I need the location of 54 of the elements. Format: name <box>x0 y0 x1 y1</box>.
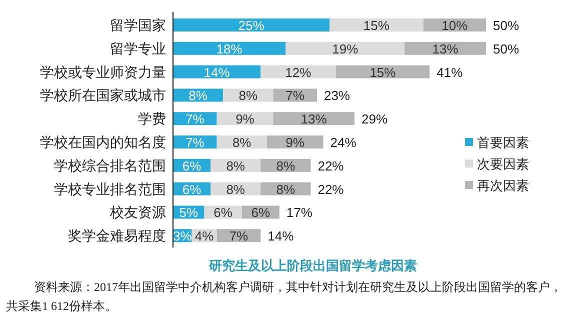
y-tick-label: 留学国家 <box>110 17 166 33</box>
y-tick-label: 留学专业 <box>110 40 166 56</box>
total-label: 22% <box>318 158 344 174</box>
data-label: 19% <box>332 41 359 56</box>
data-label: 13% <box>300 112 328 127</box>
data-label: 9% <box>286 135 305 150</box>
data-label: 18% <box>216 41 243 56</box>
data-label: 6% <box>182 158 202 174</box>
total-label: 14% <box>268 228 294 244</box>
data-label: 25% <box>238 18 265 33</box>
data-label: 5% <box>179 205 198 220</box>
data-label: 15% <box>363 18 390 33</box>
data-label: 8% <box>238 88 258 104</box>
total-label: 24% <box>330 135 357 150</box>
data-label: 10% <box>442 18 468 33</box>
y-tick-label: 校友资源 <box>109 204 166 220</box>
y-tick-label: 奖学金难易程度 <box>68 228 166 244</box>
data-label: 8% <box>188 88 208 104</box>
total-label: 29% <box>362 112 388 127</box>
legend-label: 再次因素 <box>477 178 529 193</box>
total-label: 41% <box>436 64 464 80</box>
data-label: 6% <box>182 182 202 197</box>
y-tick-label: 学费 <box>138 110 166 127</box>
text: 资料来源：2017年出国留学中介机构客户调研，其中针对计划在研究生及以上阶段出国留学的客户，共采集1 612份样本。 <box>6 279 563 315</box>
total-label: 17% <box>286 205 313 220</box>
y-tick-label: 学校专业排名范围 <box>54 180 166 197</box>
total-label: 23% <box>324 88 350 104</box>
data-label: 9% <box>236 112 255 127</box>
y-tick-label: 学校综合排名范围 <box>54 157 166 174</box>
total-label: 50% <box>493 41 520 56</box>
text: 研究生及以上阶段出国留学考虑因素 <box>208 258 417 273</box>
total-label: 50% <box>493 18 520 33</box>
data-label: 15% <box>370 64 396 80</box>
data-label: 12% <box>285 64 312 80</box>
data-label: 7% <box>186 112 205 127</box>
y-tick-label: 学校所在国家或城市 <box>40 87 166 104</box>
legend-label: 首要因素 <box>477 135 529 150</box>
data-label: 7% <box>186 135 205 150</box>
data-label: 13% <box>432 41 459 56</box>
data-label: 7% <box>286 88 305 104</box>
data-label: 6% <box>214 205 233 220</box>
y-tick-label: 学校在国内的知名度 <box>40 134 166 150</box>
data-label: 6% <box>251 205 270 220</box>
data-label: 8% <box>226 158 246 174</box>
data-label: 4% <box>194 228 214 244</box>
data-label: 7% <box>229 228 249 244</box>
total-label: 22% <box>318 182 344 197</box>
data-label: 8% <box>226 182 246 197</box>
data-label: 14% <box>204 64 230 80</box>
data-label: 8% <box>276 182 296 197</box>
y-tick-label: 学校或专业师资力量 <box>40 64 166 80</box>
legend-label: 次要因素 <box>477 156 529 172</box>
data-label: 8% <box>232 135 252 150</box>
data-label: 8% <box>276 158 296 174</box>
